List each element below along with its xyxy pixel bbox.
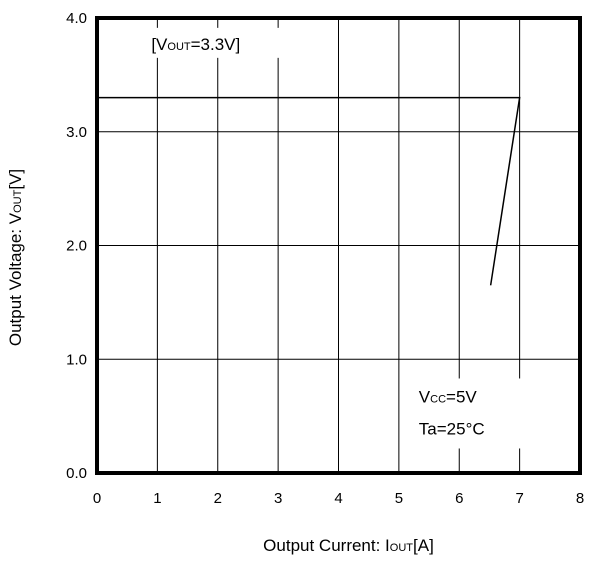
y-axis-label: Output Voltage: VOUT[V]: [6, 169, 25, 346]
grid-lines: [97, 18, 580, 473]
x-tick-label: 7: [515, 490, 523, 507]
y-tick-label: 4.0: [66, 10, 87, 27]
y-tick-label: 0.0: [66, 465, 87, 482]
annotations: [VOUT=3.3V] VCC=5V Ta=25°C: [143, 27, 523, 449]
x-tick-label: 1: [153, 490, 161, 507]
x-tick-label: 6: [455, 490, 463, 507]
annotation-ta: Ta=25°C: [419, 419, 485, 438]
x-tick-label: 8: [576, 490, 584, 507]
x-tick-label: 4: [334, 490, 342, 507]
x-tick-label: 3: [274, 490, 282, 507]
series-layer: [97, 96, 521, 286]
x-axis-label: Output Current: IOUT[A]: [263, 536, 434, 555]
y-tick-labels: 0.0 1.0 2.0 3.0 4.0: [66, 10, 87, 482]
annotation-vcc: VCC=5V: [419, 387, 478, 406]
annotation-vout: [VOUT=3.3V]: [151, 35, 240, 54]
series-line: [97, 96, 521, 286]
annotation-conditions-background: [412, 378, 523, 449]
x-tick-label: 2: [214, 490, 222, 507]
x-tick-label: 5: [395, 490, 403, 507]
annotation-vout-background: [143, 27, 284, 58]
y-tick-label: 2.0: [66, 238, 87, 255]
x-tick-labels: 0 1 2 3 4 5 6 7 8: [93, 490, 584, 507]
y-tick-label: 3.0: [66, 124, 87, 141]
y-tick-label: 1.0: [66, 351, 87, 368]
x-tick-label: 0: [93, 490, 101, 507]
plot-frame: [95, 16, 582, 475]
